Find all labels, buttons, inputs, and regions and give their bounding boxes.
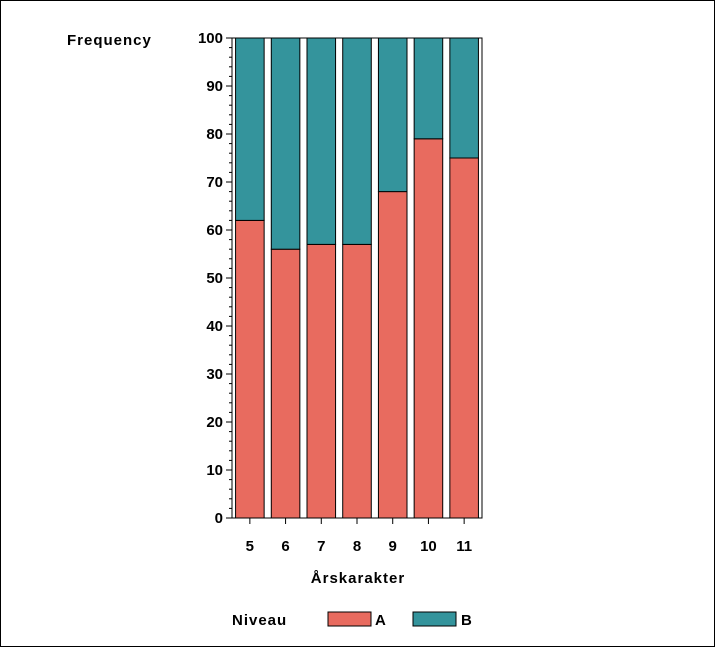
y-tick-label-90: 90 bbox=[206, 78, 223, 95]
bar-a-11 bbox=[449, 157, 479, 519]
legend-swatch-a bbox=[327, 611, 372, 627]
bar-b-9 bbox=[377, 37, 408, 193]
x-tick-label-6: 6 bbox=[281, 538, 289, 555]
bar-a-8 bbox=[342, 243, 372, 519]
y-tick-label-40: 40 bbox=[206, 318, 223, 335]
x-tick-label-8: 8 bbox=[353, 538, 361, 555]
bar-b-11 bbox=[449, 37, 479, 159]
bar-a-5 bbox=[235, 219, 265, 519]
y-tick-label-10: 10 bbox=[206, 462, 223, 479]
y-tick-label-30: 30 bbox=[206, 366, 223, 383]
bars bbox=[235, 37, 479, 519]
x-axis: 5 6 7 8 9 10 11 bbox=[246, 518, 472, 555]
bar-a-9 bbox=[377, 191, 408, 519]
legend-swatch-b bbox=[412, 611, 457, 627]
x-tick-label-5: 5 bbox=[246, 538, 254, 555]
y-tick-label-0: 0 bbox=[215, 510, 223, 527]
bar-b-7 bbox=[306, 37, 337, 245]
y-axis-title: Frequency bbox=[67, 32, 152, 49]
bar-b-6 bbox=[270, 37, 301, 250]
y-tick-label-70: 70 bbox=[206, 174, 223, 191]
y-tick-label-80: 80 bbox=[206, 126, 223, 143]
bar-b-5 bbox=[235, 37, 265, 221]
bar-b-8 bbox=[342, 37, 372, 245]
bar-a-10 bbox=[413, 138, 444, 519]
y-axis: 0 10 20 30 40 50 60 70 80 90 100 bbox=[198, 30, 232, 527]
x-axis-title: Årskarakter bbox=[311, 570, 405, 587]
y-tick-label-20: 20 bbox=[206, 414, 223, 431]
bar-a-7 bbox=[306, 243, 337, 519]
bar-b-10 bbox=[413, 37, 444, 140]
x-tick-label-10: 10 bbox=[420, 538, 437, 555]
y-tick-label-50: 50 bbox=[206, 270, 223, 287]
legend: Niveau A B bbox=[232, 611, 473, 629]
legend-label-a: A bbox=[375, 612, 387, 629]
x-tick-label-9: 9 bbox=[389, 538, 397, 555]
y-tick-label-100: 100 bbox=[198, 30, 223, 47]
y-tick-label-60: 60 bbox=[206, 222, 223, 239]
legend-title: Niveau bbox=[232, 612, 287, 629]
bar-a-6 bbox=[270, 248, 301, 519]
x-tick-label-11: 11 bbox=[456, 538, 472, 555]
x-tick-label-7: 7 bbox=[317, 538, 325, 555]
legend-label-b: B bbox=[461, 612, 473, 629]
